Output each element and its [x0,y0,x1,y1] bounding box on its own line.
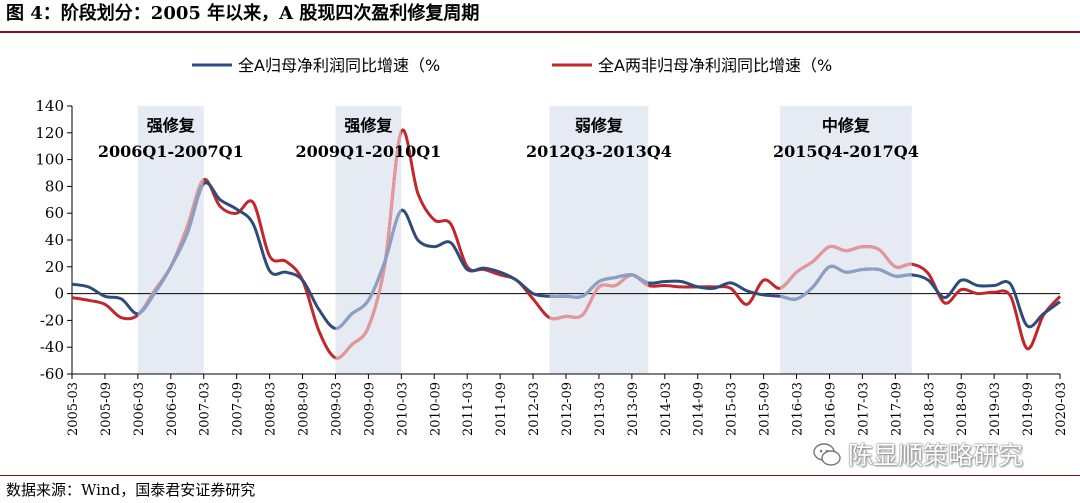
band-label-3: 弱修复 [575,116,624,135]
repair-bands [137,106,912,374]
band-period-3: 2012Q3-2013Q4 [526,142,672,161]
y-tick-label: 140 [35,97,64,115]
x-tick-label: 2012-03 [527,382,542,436]
band-label-4: 中修复 [822,116,871,135]
y-tick-label: -20 [40,311,64,329]
x-tick-label: 2015-09 [758,382,773,436]
x-tick-label: 2015-03 [725,382,740,436]
line-chart: -60 -40 -20 0 20 40 60 80 100 120 140 2005-03 2005-0… [35,56,1069,436]
y-tick-label: 120 [35,124,64,142]
x-tick-label: 2013-03 [593,382,608,436]
y-tick-label: 60 [45,204,64,222]
y-tick-label: 100 [35,151,64,169]
watermark: 陈显顺策略研究 [812,440,1023,472]
x-tick-label: 2017-03 [856,382,871,436]
band-label-2: 强修复 [344,116,393,135]
band-1 [137,106,204,374]
x-tick-label: 2016-09 [823,382,838,436]
band-labels: 强修复 2006Q1-2007Q1 强修复 2009Q1-2010Q1 弱修复 2012Q… [98,116,919,161]
x-tick-label: 2010-03 [395,382,410,436]
x-tick-label: 2020-03 [1054,382,1069,436]
source-note: 数据来源：Wind，国泰君安证券研究 [6,481,256,499]
band-4 [780,106,912,374]
x-tick-label: 2018-09 [955,382,970,436]
x-tick-label: 2008-03 [264,382,279,436]
x-tick-label: 2014-09 [692,382,707,436]
figure-title: 图 4：阶段划分：2005 年以来，A 股现四次盈利修复周期 [6,3,480,24]
x-tick-label: 2008-09 [297,382,312,436]
x-tick-label: 2009-09 [362,382,377,436]
band-3 [549,106,649,374]
x-tick-label: 2005-09 [99,382,114,436]
y-tick-label: 80 [45,177,64,195]
x-tick-label: 2007-09 [231,382,246,436]
x-tick-label: 2014-03 [659,382,674,436]
y-tick-label: -60 [40,365,64,383]
x-tick-label: 2019-09 [1021,382,1036,436]
y-tick-label: 0 [54,285,64,303]
axes: -60 -40 -20 0 20 40 60 80 100 120 140 2005-03 2005-0… [35,97,1069,436]
watermark-text: 陈显顺策略研究 [848,441,1024,470]
x-tick-label: 2011-03 [461,382,476,436]
band-period-1: 2006Q1-2007Q1 [98,142,244,161]
band-period-2: 2009Q1-2010Q1 [295,142,441,161]
x-tick-label: 2006-09 [165,382,180,436]
legend-label-2: 全A两非归母净利润同比增速（% [598,56,832,75]
x-tick-label: 2010-09 [428,382,443,436]
y-tick-label: -40 [40,338,64,356]
title-rule [0,31,1080,33]
band-period-4: 2015Q4-2017Q4 [773,142,919,161]
x-tick-label: 2006-03 [132,382,147,436]
band-label-1: 强修复 [147,116,196,135]
x-tick-label: 2005-03 [66,382,81,436]
x-tick-label: 2011-09 [494,382,509,436]
x-tick-label: 2007-03 [198,382,213,436]
legend-label-1: 全A归母净利润同比增速（% [238,56,440,75]
footer-rule [0,475,1080,476]
y-tick-label: 20 [45,258,64,276]
x-tick-label: 2009-03 [329,382,344,436]
x-tick-label: 2018-03 [922,382,937,436]
series-lines [71,128,1062,360]
wechat-icon [813,443,841,466]
x-tick-label: 2017-09 [889,382,904,436]
x-tick-label: 2016-03 [791,382,806,436]
x-tick-label: 2012-09 [560,382,575,436]
y-tick-label: 40 [45,231,64,249]
x-tick-label: 2019-03 [988,382,1003,436]
legend: 全A归母净利润同比增速（% 全A两非归母净利润同比增速（% [192,56,832,75]
x-tick-label: 2013-09 [626,382,641,436]
